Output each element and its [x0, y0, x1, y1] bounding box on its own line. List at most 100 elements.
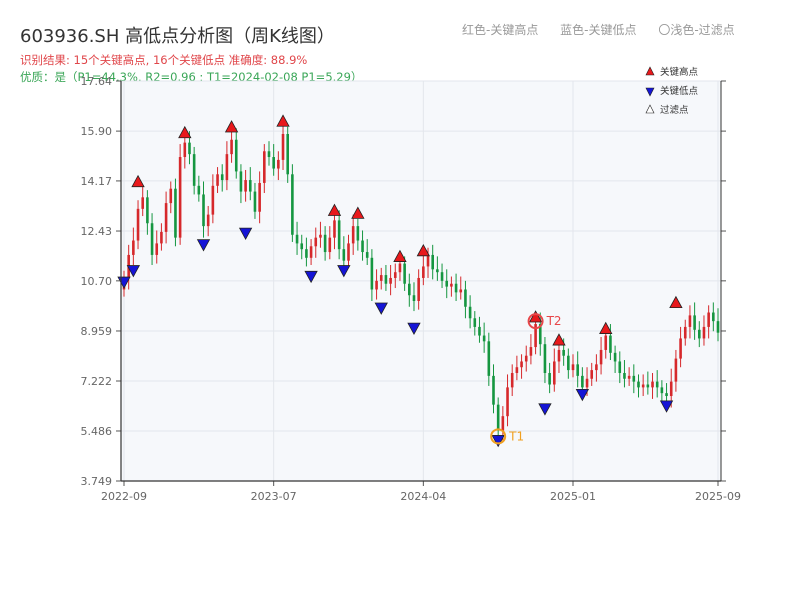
candle-body: [646, 384, 650, 388]
candle-body: [567, 355, 570, 371]
candle-body: [501, 416, 505, 431]
key-low-marker: [126, 265, 141, 278]
candles: [122, 122, 720, 443]
legend-swatch: [645, 66, 655, 76]
candle-body: [534, 324, 537, 348]
candle-body: [160, 231, 163, 244]
candle-body: [253, 191, 257, 212]
candle-body: [637, 381, 640, 388]
candle-body: [543, 344, 547, 373]
candle-body: [267, 151, 271, 158]
legend-label: 过滤点: [660, 104, 689, 116]
legend-swatch: [645, 104, 655, 114]
page-title: 603936.SH 高低点分析图（周K线图）: [20, 26, 335, 47]
y-tick-label: 3.749: [81, 475, 113, 488]
candle-body: [291, 174, 294, 235]
candle-body: [581, 375, 584, 388]
key-high-marker: [351, 206, 365, 219]
key-high-marker: [178, 125, 192, 139]
key-low-marker: [304, 270, 318, 284]
t1-label: T1: [508, 429, 524, 443]
key-high-marker: [393, 249, 407, 262]
y-tick-label: 5.486: [81, 425, 113, 438]
candle-body: [389, 277, 392, 284]
candle-body: [679, 338, 682, 359]
top-legend-high: 红色-关键高点: [462, 23, 539, 37]
candle-body: [216, 174, 219, 186]
key-low-marker: [538, 403, 552, 416]
candle-body: [609, 335, 612, 353]
key-low-marker: [374, 302, 388, 315]
candle-body: [361, 240, 364, 253]
candle-body: [234, 139, 238, 172]
candle-body: [595, 364, 598, 371]
candle-body: [454, 283, 458, 293]
candle-body: [623, 372, 626, 379]
candle-body: [669, 381, 673, 397]
candle-body: [576, 364, 579, 376]
y-tick-label: 12.43: [81, 225, 113, 238]
candle-body: [408, 283, 411, 296]
candle-body: [417, 277, 420, 301]
candle-body: [379, 275, 383, 281]
candle-body: [356, 226, 360, 241]
candle-body: [482, 335, 486, 342]
legend-label: 关键低点: [660, 85, 699, 97]
candle-body: [524, 355, 528, 362]
key-high-marker: [276, 114, 290, 127]
legend-label: 关键高点: [660, 66, 699, 78]
candle-body: [422, 266, 425, 278]
y-tick-label: 7.222: [81, 375, 113, 388]
candle-body: [674, 358, 678, 382]
candle-body: [552, 361, 556, 385]
candle-body: [660, 387, 664, 394]
candle-body: [468, 306, 472, 319]
top-legend: 红色-关键高点 蓝色-关键低点 〇浅色-过滤点: [462, 21, 753, 38]
t1-circle: [490, 428, 507, 445]
key-high-marker: [327, 203, 342, 216]
key-high-marker: [131, 174, 145, 188]
candle-body: [697, 329, 701, 339]
candle-body: [169, 188, 173, 204]
candle-body: [197, 185, 201, 195]
candle-body: [436, 269, 439, 273]
top-legend-filtered: 〇浅色-过滤点: [658, 23, 735, 37]
candle-body: [398, 263, 402, 273]
candle-body: [178, 157, 182, 238]
candle-body: [665, 393, 668, 397]
candle-body: [426, 254, 430, 267]
candle-body: [515, 367, 519, 373]
candle-body: [712, 312, 715, 322]
candle-body: [431, 254, 434, 270]
candle-body: [365, 252, 369, 258]
candle-body: [506, 387, 509, 417]
candle-body: [384, 275, 388, 284]
markers: T1 T2: [117, 114, 683, 448]
candle-body: [277, 159, 280, 169]
candle-body: [272, 157, 275, 169]
key-low-marker: [659, 400, 674, 413]
candle-body: [305, 249, 308, 258]
key-high-marker: [599, 321, 613, 334]
legend-swatch: [645, 87, 655, 97]
candle-body: [613, 352, 617, 362]
candle-body: [520, 361, 523, 368]
candle-body: [393, 272, 397, 278]
candle-body: [627, 375, 631, 379]
candle-body: [529, 347, 533, 356]
candle-body: [450, 283, 453, 287]
candle-body: [206, 214, 210, 227]
candle-body: [487, 341, 491, 376]
y-tick-label: 15.90: [81, 125, 113, 138]
candle-body: [618, 361, 622, 373]
candle-body: [548, 372, 551, 385]
candle-body: [604, 335, 608, 350]
candle-body: [403, 263, 406, 284]
candle-body: [141, 197, 145, 209]
candle-body: [286, 133, 290, 175]
candle-body: [281, 133, 285, 160]
candle-body: [314, 237, 318, 247]
key-low-marker: [491, 435, 505, 448]
candle-body: [473, 318, 477, 327]
candle-body: [155, 243, 159, 255]
